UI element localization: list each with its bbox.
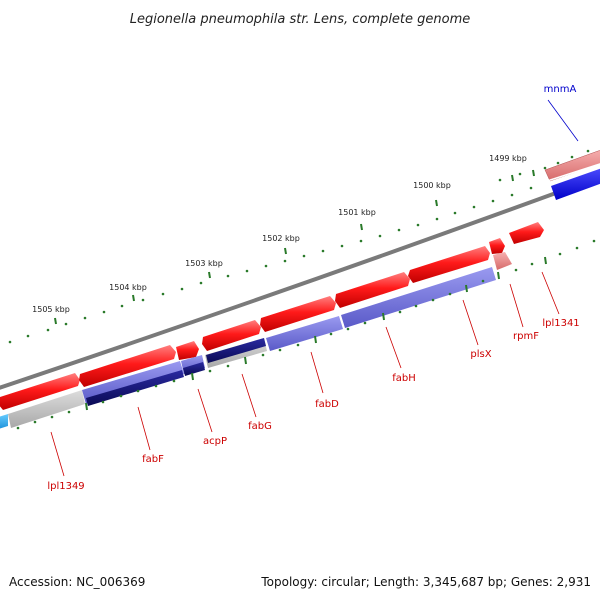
accession-text: Accession: NC_006369 [9,575,145,589]
kbp-label-1503: 1503 kbp [185,259,223,268]
gene-label-fabG: fabG [248,421,272,432]
gene-label-fabF: fabF [142,454,164,465]
genome-backbone [0,174,600,390]
inner-major-ticks [85,256,547,411]
kbp-label-1502: 1502 kbp [262,234,300,243]
protein-track [0,252,512,429]
gene-label-lpl1341: lpl1341 [542,318,579,329]
topology-text: Topology: circular; Length: 3,345,687 bp… [260,575,591,589]
kbp-label-1499: 1499 kbp [489,154,527,163]
outer-tick-track [8,149,590,344]
gene-label-mnmA: mnmA [544,84,577,95]
kbp-label-1501: 1501 kbp [338,208,376,217]
kbp-label-1500: 1500 kbp [413,181,451,190]
gene-label-plsX: plsX [470,349,491,360]
kbp-label-1504: 1504 kbp [109,283,147,292]
mnmA-region [543,150,600,200]
gene-label-acpP: acpP [203,436,227,447]
outer-major-ticks [54,169,535,325]
map-title: Legionella pneumophila str. Lens, comple… [130,12,471,27]
gene-label-fabH: fabH [392,373,416,384]
kbp-label-1505: 1505 kbp [32,305,70,314]
gene-label-lpl1349: lpl1349 [47,481,84,492]
gene-label-fabD: fabD [315,399,339,410]
gene-label-rpmF: rpmF [513,331,539,342]
forward-cds-track [0,222,544,410]
inner-tick-track [16,239,596,430]
gene-label-lines [50,99,579,477]
